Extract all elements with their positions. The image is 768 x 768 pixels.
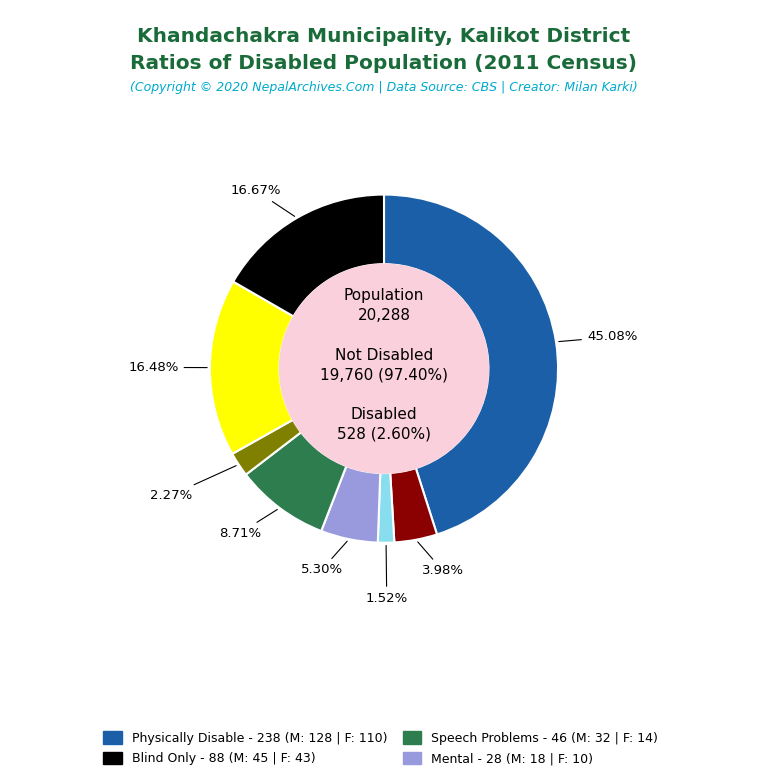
Wedge shape (233, 194, 384, 316)
Text: 16.67%: 16.67% (231, 184, 295, 217)
Wedge shape (246, 432, 346, 531)
Text: 1.52%: 1.52% (366, 545, 408, 605)
Wedge shape (384, 194, 558, 535)
Wedge shape (321, 466, 380, 543)
Legend: Physically Disable - 238 (M: 128 | F: 110), Blind Only - 88 (M: 45 | F: 43), Dea: Physically Disable - 238 (M: 128 | F: 11… (104, 731, 664, 768)
Wedge shape (390, 468, 437, 542)
Text: 16.48%: 16.48% (128, 361, 207, 374)
Text: 45.08%: 45.08% (559, 330, 637, 343)
Text: 2.27%: 2.27% (150, 465, 236, 502)
Wedge shape (210, 282, 293, 454)
Text: Population
20,288

Not Disabled
19,760 (97.40%)

Disabled
528 (2.60%): Population 20,288 Not Disabled 19,760 (9… (320, 288, 448, 442)
Text: Ratios of Disabled Population (2011 Census): Ratios of Disabled Population (2011 Cens… (131, 54, 637, 73)
Wedge shape (378, 473, 394, 543)
Circle shape (280, 264, 488, 473)
Text: 3.98%: 3.98% (418, 542, 464, 577)
Wedge shape (232, 420, 301, 475)
Text: (Copyright © 2020 NepalArchives.Com | Data Source: CBS | Creator: Milan Karki): (Copyright © 2020 NepalArchives.Com | Da… (130, 81, 638, 94)
Text: 5.30%: 5.30% (300, 541, 347, 576)
Text: 8.71%: 8.71% (219, 509, 277, 540)
Text: Khandachakra Municipality, Kalikot District: Khandachakra Municipality, Kalikot Distr… (137, 27, 631, 46)
